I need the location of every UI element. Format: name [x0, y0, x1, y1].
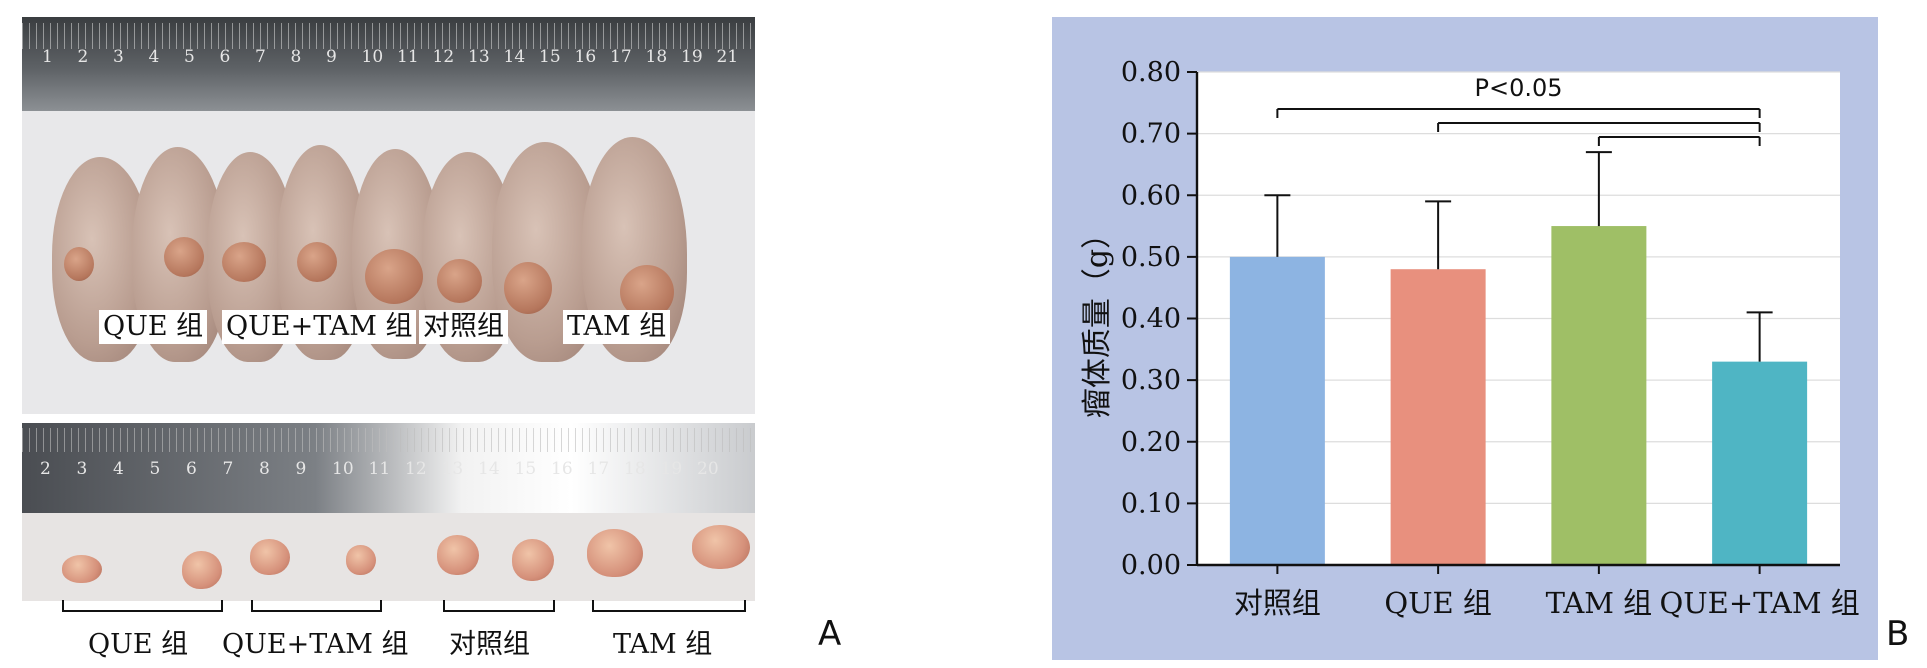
- tumor-nodule: [692, 525, 750, 569]
- ruler-number: 20: [697, 459, 719, 479]
- x-tick-label: 对照组: [1234, 586, 1321, 620]
- ruler-number: 7: [222, 459, 234, 479]
- bracket-que-tam: [251, 600, 382, 612]
- significance-label: P<0.05: [1474, 74, 1562, 102]
- ruler-number: 14: [478, 459, 500, 479]
- tumor-nodule: [437, 535, 479, 575]
- ruler-number: 17: [587, 459, 610, 479]
- ruler-number: 11: [368, 459, 391, 479]
- x-tick-label: TAM 组: [1546, 586, 1653, 620]
- ruler-number: 13: [441, 459, 464, 479]
- bar: [1229, 256, 1325, 565]
- bar: [1390, 269, 1486, 565]
- mouse-label-que-tam: QUE+TAM 组: [222, 310, 417, 344]
- x-tick-label: QUE 组: [1384, 586, 1492, 620]
- ruler-number: 3: [76, 459, 88, 479]
- panel-letter-b: B: [1886, 614, 1910, 654]
- tumor: [365, 249, 423, 304]
- ruler-number: 4: [148, 47, 160, 67]
- ruler-number: 6: [219, 47, 231, 67]
- y-tick-label: 0.00: [1121, 550, 1181, 581]
- tumor-label-control: 对照组: [449, 629, 530, 660]
- chart-panel: 0.00 0.10 0.20 0.30 0.40 0.50 0.60 0.70 0.80 对照组 Q…: [1052, 17, 1878, 660]
- tumor: [297, 242, 337, 282]
- tumor: [222, 242, 266, 282]
- y-tick-label: 0.70: [1121, 119, 1181, 150]
- ruler-number: 16: [551, 459, 573, 479]
- y-tick-label: 0.40: [1121, 304, 1181, 335]
- tumor: [504, 262, 552, 314]
- ruler-number: 8: [290, 47, 302, 67]
- tumor-nodule: [182, 551, 222, 589]
- tumor-label-que: QUE 组: [88, 629, 189, 660]
- bracket-control: [443, 600, 555, 612]
- ruler-number: 13: [468, 47, 490, 67]
- tumor-label-tam: TAM 组: [613, 629, 713, 660]
- ruler-number: 12: [405, 459, 427, 479]
- bar: [1551, 226, 1647, 565]
- ruler-number: 15: [539, 47, 561, 67]
- ruler-number: 1: [42, 47, 53, 67]
- ruler-ticks: [22, 428, 755, 452]
- tumor-nodule: [250, 539, 290, 575]
- tumor-nodule: [587, 529, 643, 577]
- ruler-number: 2: [77, 47, 89, 67]
- tumor: [437, 259, 482, 303]
- ruler-number: 17: [610, 47, 632, 67]
- tumor-label-que-tam: QUE+TAM 组: [222, 629, 409, 660]
- ruler-number: 19: [681, 47, 703, 67]
- y-tick-label: 0.20: [1121, 427, 1181, 458]
- ruler-number: 4: [113, 459, 124, 479]
- ruler-number: 19: [660, 459, 683, 479]
- ruler-number: 7: [255, 47, 266, 67]
- bracket-que: [62, 600, 223, 612]
- ruler-number: 11: [397, 47, 419, 67]
- tumor-nodule: [512, 539, 554, 581]
- mouse-label-tam: TAM 组: [563, 310, 671, 344]
- ruler-number: 10: [361, 47, 384, 67]
- ruler-number: 18: [624, 459, 646, 479]
- tumor-photo: 2 3 4 5 6 7 8 9 10 11 12 13 14 15 16 17 18 19 20: [22, 423, 755, 601]
- tumor: [64, 247, 94, 281]
- ruler-number: 2: [40, 459, 51, 479]
- bar-chart: 0.00 0.10 0.20 0.30 0.40 0.50 0.60 0.70 0.80 对照组 Q…: [1080, 57, 1860, 620]
- ruler-number: 12: [432, 47, 455, 67]
- ruler-number: 5: [149, 459, 161, 479]
- bracket-tam: [592, 600, 746, 612]
- y-tick-label: 0.60: [1121, 180, 1181, 211]
- tumor: [164, 237, 204, 277]
- tumor-nodule: [346, 545, 376, 575]
- bar: [1712, 361, 1808, 565]
- tumor-nodule: [62, 555, 102, 583]
- ruler-number: 8: [259, 459, 270, 479]
- ruler-number: 9: [326, 47, 337, 67]
- mice-photo: 1 2 3 4 5 6 7 8 9 10 11 12 13 14 15 16 17 18 19 21 QUE 组 QU…: [22, 17, 755, 414]
- ruler-number: 21: [716, 47, 739, 67]
- y-tick-label: 0.10: [1121, 488, 1181, 519]
- panel-letter-a: A: [818, 614, 842, 654]
- ruler-number: 10: [332, 459, 354, 479]
- y-tick-label: 0.50: [1121, 242, 1181, 273]
- y-axis-label: 瘤体质量（g）: [1080, 219, 1115, 418]
- ruler-top: 1 2 3 4 5 6 7 8 9 10 11 12 13 14 15 16 17 18 19 21: [22, 17, 755, 111]
- y-tick-label: 0.80: [1121, 57, 1181, 88]
- ruler-number: 16: [574, 47, 597, 67]
- ruler-ticks: [22, 23, 755, 49]
- ruler-number: 18: [645, 47, 668, 67]
- ruler-number: 3: [113, 47, 124, 67]
- ruler-number: 5: [184, 47, 195, 67]
- ruler-bottom: 2 3 4 5 6 7 8 9 10 11 12 13 14 15 16 17 18 19 20: [22, 423, 755, 513]
- ruler-number: 15: [514, 459, 537, 479]
- ruler-number: 14: [503, 47, 526, 67]
- ruler-number: 6: [186, 459, 197, 479]
- mouse-label-control: 对照组: [419, 310, 508, 344]
- y-tick-label: 0.30: [1121, 365, 1181, 396]
- mice-group: [52, 137, 732, 387]
- mouse-label-que: QUE 组: [99, 310, 208, 344]
- x-tick-label: QUE+TAM 组: [1659, 586, 1859, 620]
- ruler-number: 9: [295, 459, 307, 479]
